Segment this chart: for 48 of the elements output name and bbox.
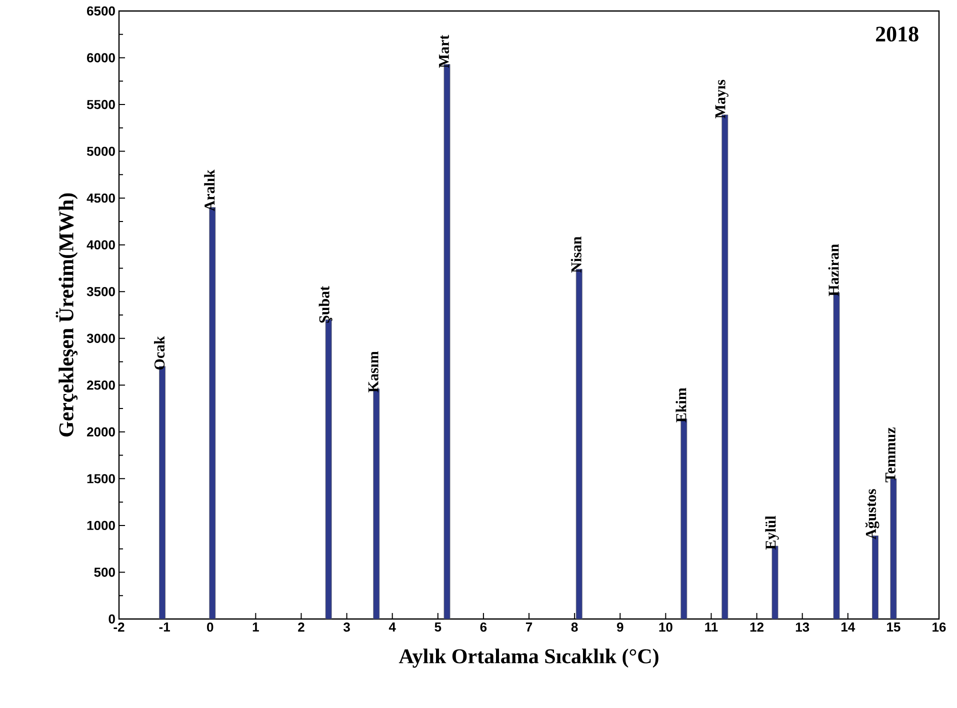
x-tick-label: 1: [252, 622, 259, 632]
x-tick-label: 7: [526, 622, 532, 632]
annotation: Şubat: [318, 286, 332, 323]
annotation: Ocak: [154, 336, 165, 370]
x-tick-label: 9: [616, 622, 624, 632]
y-tick-label: 2000: [87, 427, 115, 437]
y-tick-label: 3500: [86, 286, 115, 296]
annotation: Eylül: [765, 516, 779, 550]
y-tick-label: 1000: [87, 520, 115, 530]
x-tick-label: 6: [480, 622, 487, 632]
annotation: Kasım: [368, 351, 378, 392]
x-tick-label: 14: [841, 622, 856, 632]
annotation: Ekim: [676, 388, 686, 422]
x-tick-label: 12: [750, 622, 764, 632]
x-tick-label: 8: [571, 622, 578, 632]
annotation: Mayıs: [715, 80, 728, 118]
annotation: Temmuz: [885, 428, 896, 482]
y-tick-label: 500: [94, 568, 115, 577]
x-tick-label: -1: [159, 622, 170, 632]
y-tick-label: 2500: [87, 380, 115, 390]
x-tick-label: 0: [207, 622, 214, 632]
annotation: Haziran: [828, 244, 839, 296]
y-tick-label: 1500: [87, 474, 115, 484]
y-tick-label: 3000: [86, 334, 115, 343]
y-tick-label: 5500: [86, 100, 115, 110]
x-tick-label: 2: [298, 622, 304, 632]
x-tick-label: 13: [796, 622, 810, 632]
x-tick-label: 4: [388, 622, 396, 632]
annotation: 2018: [876, 26, 918, 42]
x-tick-label: 3: [343, 622, 350, 632]
y-tick-label: 0: [108, 614, 115, 624]
annotation: Aralık: [204, 170, 215, 212]
x-tick-label: 15: [887, 622, 900, 632]
x-tick-label: 5: [434, 622, 442, 632]
annotation: Nisan: [570, 236, 582, 273]
y-tick-label: 6000: [87, 53, 115, 62]
x-axis-title: Aylık Ortalama Sıcaklık (°C): [398, 648, 658, 668]
y-tick-label: 4500: [86, 193, 115, 203]
y-tick-label: 5000: [86, 146, 115, 156]
y-tick-label: 4000: [86, 240, 115, 250]
annotation: Mart: [439, 34, 449, 68]
x-tick-label: 10: [659, 622, 672, 632]
y-tick-label: 6500: [87, 6, 115, 16]
x-tick-label: 16: [932, 622, 946, 632]
y-axis-title: Gerçekleşen Üretim(MWh): [56, 193, 78, 437]
x-tick-label: -2: [114, 622, 124, 632]
x-tick-label: 11: [705, 622, 718, 632]
annotation: Ağustos: [865, 489, 880, 540]
